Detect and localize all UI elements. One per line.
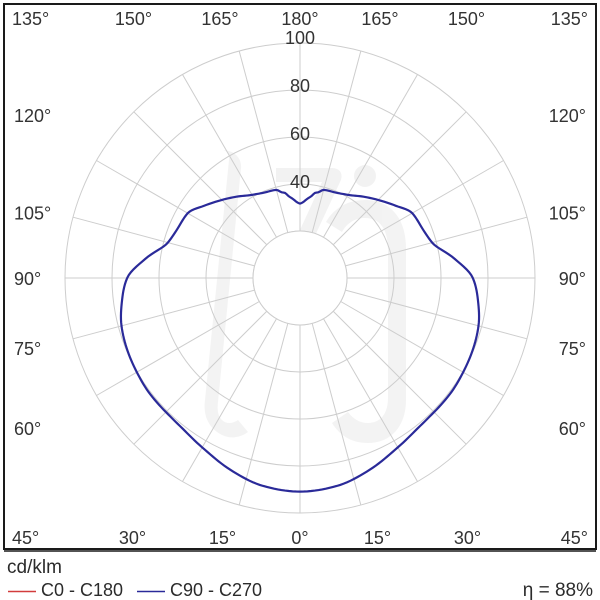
svg-text:cd/klm: cd/klm	[7, 557, 62, 578]
svg-text:C0 - C180: C0 - C180	[41, 580, 123, 600]
svg-text:40: 40	[290, 172, 310, 192]
svg-text:150°: 150°	[448, 9, 485, 29]
svg-text:C90 - C270: C90 - C270	[170, 580, 262, 600]
svg-text:75°: 75°	[14, 339, 41, 359]
svg-text:45°: 45°	[561, 528, 588, 548]
svg-text:165°: 165°	[201, 9, 238, 29]
svg-text:80: 80	[290, 76, 310, 96]
svg-text:105°: 105°	[14, 204, 51, 224]
svg-text:75°: 75°	[559, 339, 586, 359]
svg-text:180°: 180°	[281, 9, 318, 29]
svg-text:η = 88%: η = 88%	[523, 580, 593, 600]
svg-text:60°: 60°	[559, 419, 586, 439]
svg-text:60°: 60°	[14, 419, 41, 439]
svg-text:150°: 150°	[115, 9, 152, 29]
svg-text:15°: 15°	[209, 528, 236, 548]
svg-text:30°: 30°	[119, 528, 146, 548]
svg-text:105°: 105°	[549, 204, 586, 224]
svg-text:135°: 135°	[12, 9, 49, 29]
svg-text:100: 100	[285, 28, 315, 48]
svg-text:120°: 120°	[14, 106, 51, 126]
svg-text:30°: 30°	[454, 528, 481, 548]
svg-text:135°: 135°	[551, 9, 588, 29]
svg-text:165°: 165°	[361, 9, 398, 29]
svg-text:90°: 90°	[14, 269, 41, 289]
svg-text:90°: 90°	[559, 269, 586, 289]
svg-text:60: 60	[290, 124, 310, 144]
svg-text:0°: 0°	[291, 528, 308, 548]
svg-text:120°: 120°	[549, 106, 586, 126]
svg-text:45°: 45°	[12, 528, 39, 548]
svg-text:15°: 15°	[364, 528, 391, 548]
